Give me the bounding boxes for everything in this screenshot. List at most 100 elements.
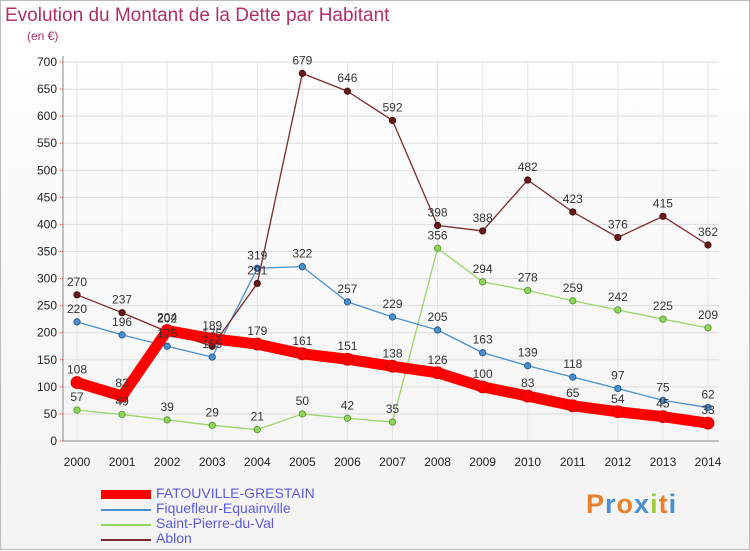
data-point	[160, 324, 174, 337]
y-tick-label: 50	[44, 407, 58, 421]
y-tick-label: 500	[37, 163, 57, 177]
y-tick-label: 350	[37, 245, 57, 259]
data-label: 259	[563, 281, 583, 295]
data-point	[298, 410, 306, 418]
data-label: 139	[518, 346, 538, 360]
data-label: 35	[386, 402, 400, 416]
data-label: 54	[611, 392, 625, 406]
legend-label: FATOUVILLE-GRESTAIN	[156, 485, 315, 501]
y-tick-label: 200	[37, 326, 57, 340]
data-label: 175	[202, 326, 222, 340]
data-label: 362	[698, 225, 718, 239]
data-label: 398	[428, 206, 448, 220]
data-point	[298, 263, 306, 271]
x-tick-label: 2014	[695, 455, 722, 469]
data-point	[569, 208, 577, 216]
data-point	[433, 221, 442, 230]
data-point	[479, 278, 487, 286]
y-tick-label: 0	[50, 434, 57, 448]
data-label: 242	[608, 290, 628, 304]
data-point	[433, 326, 442, 334]
data-label: 205	[428, 310, 448, 324]
data-label: 388	[473, 211, 493, 225]
data-point	[343, 414, 352, 422]
data-label: 97	[611, 368, 625, 382]
x-tick-label: 2006	[334, 455, 361, 469]
data-label: 294	[473, 262, 493, 276]
logo-letter: o	[616, 489, 635, 519]
x-tick-label: 2009	[469, 455, 496, 469]
legend-label: Saint-Pierre-du-Val	[156, 515, 275, 531]
data-point	[611, 405, 625, 419]
data-point	[118, 410, 126, 419]
logo-letter: i	[668, 489, 678, 519]
y-tick-label: 650	[37, 82, 57, 96]
data-labels: 108 83 204 189 179 161 151 138 126 100 83 65 54 45 33 2…	[67, 53, 718, 423]
data-point	[566, 399, 580, 413]
data-label: 45	[656, 397, 670, 411]
data-point	[659, 396, 667, 404]
x-tick-label: 2013	[650, 455, 677, 469]
x-tick-label: 2003	[199, 455, 226, 469]
data-label: 179	[247, 324, 267, 338]
legend-swatch	[101, 524, 151, 526]
legend: FATOUVILLE-GRESTAIN Fiquefleur-Equainvil…	[101, 485, 421, 547]
data-label: 257	[337, 282, 357, 296]
legend-item-saint-pierre[interactable]: Saint-Pierre-du-Val	[101, 515, 421, 532]
data-label: 83	[115, 376, 129, 390]
logo-letter: P	[586, 489, 606, 519]
data-label: 62	[701, 387, 715, 401]
data-point	[115, 389, 129, 403]
y-tick-label: 100	[37, 380, 57, 394]
data-label: 270	[67, 275, 87, 289]
data-label: 155	[202, 337, 222, 351]
data-label: 592	[382, 100, 402, 114]
data-label: 33	[701, 403, 715, 417]
data-point	[208, 421, 216, 429]
data-point	[343, 298, 352, 306]
x-tick-label: 2012	[605, 455, 632, 469]
data-label: 423	[563, 192, 583, 206]
data-label: 100	[473, 367, 493, 381]
data-point	[431, 366, 444, 380]
legend-item-fatouville[interactable]: FATOUVILLE-GRESTAIN	[101, 485, 421, 502]
legend-item-ablon[interactable]: Ablon	[101, 530, 421, 547]
data-point	[163, 342, 171, 350]
legend-swatch	[101, 490, 151, 499]
data-point	[341, 352, 354, 366]
data-point	[614, 233, 622, 242]
x-tick-label: 2008	[424, 455, 451, 469]
data-point	[704, 403, 712, 412]
data-label: 29	[206, 405, 220, 419]
x-tick-label: 2000	[64, 455, 91, 469]
data-label: 50	[296, 394, 310, 408]
data-point	[208, 353, 216, 361]
data-label: 229	[382, 297, 402, 311]
y-tick-label: 150	[37, 353, 57, 367]
data-label: 83	[521, 376, 535, 390]
y-tick-label: 300	[37, 272, 57, 286]
logo-letter: x	[634, 489, 651, 519]
data-label: 291	[247, 263, 267, 277]
data-label: 220	[67, 302, 87, 316]
y-tick-label: 400	[37, 217, 57, 231]
legend-item-fiquefleur[interactable]: Fiquefleur-Equainville	[101, 500, 421, 517]
data-point	[163, 416, 171, 424]
data-label: 225	[653, 299, 673, 313]
data-label: 204	[157, 311, 177, 325]
data-point	[73, 318, 81, 326]
data-point	[524, 286, 532, 295]
data-point	[388, 116, 397, 125]
data-point	[704, 324, 712, 332]
data-point	[253, 426, 261, 434]
data-label: 151	[337, 339, 357, 353]
data-point	[386, 359, 399, 373]
series-layer	[70, 69, 715, 434]
y-tick-label: 450	[37, 190, 57, 204]
legend-label: Fiquefleur-Equainville	[156, 500, 291, 516]
data-point	[524, 176, 532, 184]
data-label: 49	[115, 394, 129, 408]
data-point	[73, 406, 81, 414]
